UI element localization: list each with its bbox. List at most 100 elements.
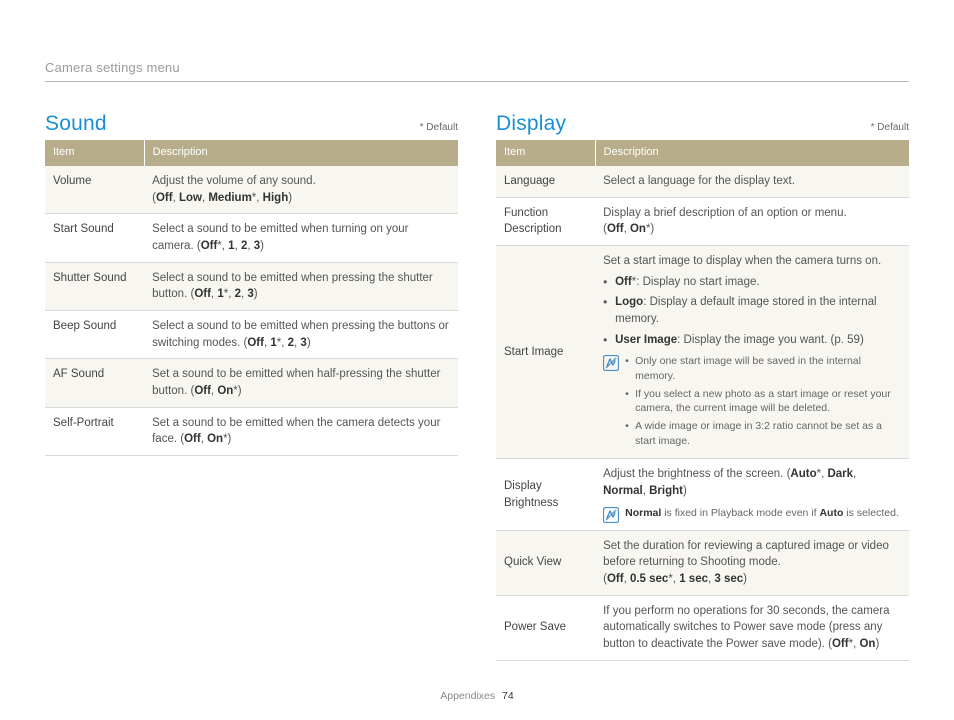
note-item: If you select a new photo as a start ima…	[625, 387, 901, 416]
table-row: Shutter Sound Select a sound to be emitt…	[45, 262, 458, 310]
opt: Dark	[827, 468, 853, 480]
page-number: 74	[502, 690, 514, 702]
opt-text: *: Display no start image.	[632, 276, 760, 288]
opt: Off	[247, 337, 264, 349]
opt: Normal	[603, 485, 643, 497]
footer-section: Appendixes	[440, 690, 495, 702]
opt: Off	[832, 638, 849, 650]
th-desc: Description	[595, 140, 909, 166]
note-content: Only one start image will be saved in th…	[625, 354, 901, 451]
desc-text: Set the duration for reviewing a capture…	[603, 540, 889, 569]
opt: 3	[254, 240, 260, 252]
note-text: is selected.	[843, 507, 898, 519]
table-row: Function Description Display a brief des…	[496, 197, 909, 245]
sound-title: Sound	[45, 112, 107, 136]
list-item: User Image: Display the image you want. …	[603, 332, 901, 349]
item-cell: Start Image	[496, 245, 595, 458]
table-row: Start Image Set a start image to display…	[496, 245, 909, 458]
desc-text: Adjust the brightness of the screen. (	[603, 468, 790, 480]
desc-text: Adjust the volume of any sound.	[152, 175, 316, 187]
item-cell: Language	[496, 166, 595, 197]
display-section: Display * Default Item Description Langu…	[496, 112, 909, 661]
opt: Low	[179, 192, 202, 204]
list-item: Logo: Display a default image stored in …	[603, 294, 901, 327]
item-cell: Quick View	[496, 530, 595, 595]
desc-cell: Select a sound to be emitted when pressi…	[144, 310, 458, 358]
opt: Off	[201, 240, 218, 252]
opt: Off	[194, 288, 211, 300]
table-row: Self-Portrait Set a sound to be emitted …	[45, 407, 458, 455]
option-list: Off*: Display no start image. Logo: Disp…	[603, 274, 901, 349]
table-row: Language Select a language for the displ…	[496, 166, 909, 197]
breadcrumb: Camera settings menu	[45, 60, 909, 82]
table-row: Beep Sound Select a sound to be emitted …	[45, 310, 458, 358]
desc-cell: Set a sound to be emitted when half-pres…	[144, 359, 458, 407]
opt: Off	[194, 385, 211, 397]
item-cell: Power Save	[496, 595, 595, 660]
item-cell: Display Brightness	[496, 459, 595, 530]
table-row: AF Sound Set a sound to be emitted when …	[45, 359, 458, 407]
opt: 2	[288, 337, 294, 349]
opt-text: : Display a default image stored in the …	[615, 296, 876, 325]
desc-cell: If you perform no operations for 30 seco…	[595, 595, 909, 660]
item-cell: Volume	[45, 166, 144, 214]
desc-text: Select a sound to be emitted when turnin…	[152, 223, 408, 252]
opt: High	[263, 192, 289, 204]
opt: On	[217, 385, 233, 397]
note-icon	[603, 507, 619, 523]
item-cell: AF Sound	[45, 359, 144, 407]
opt: 0.5 sec	[630, 573, 668, 585]
item-cell: Start Sound	[45, 214, 144, 262]
note-content: Normal is fixed in Playback mode even if…	[625, 506, 899, 521]
opt: 1	[217, 288, 223, 300]
note-bold: Normal	[625, 507, 661, 519]
opt-label: Logo	[615, 296, 643, 308]
opt-label: Off	[615, 276, 632, 288]
desc-cell: Display a brief description of an option…	[595, 197, 909, 245]
item-cell: Beep Sound	[45, 310, 144, 358]
default-note: * Default	[420, 122, 458, 133]
desc-cell: Select a sound to be emitted when turnin…	[144, 214, 458, 262]
opt: 3	[300, 337, 306, 349]
opt: On	[207, 433, 223, 445]
desc-cell: Select a language for the display text.	[595, 166, 909, 197]
display-title: Display	[496, 112, 566, 136]
opt: 2	[241, 240, 247, 252]
item-cell: Self-Portrait	[45, 407, 144, 455]
opt-label: User Image	[615, 334, 677, 346]
desc-text: Set a start image to display when the ca…	[603, 255, 881, 267]
opt: Off	[184, 433, 201, 445]
opt: 3	[247, 288, 253, 300]
opt-text: : Display the image you want. (p. 59)	[677, 334, 864, 346]
opt: 2	[235, 288, 241, 300]
desc-cell: Set the duration for reviewing a capture…	[595, 530, 909, 595]
opt: 1	[228, 240, 234, 252]
opt: On	[859, 638, 875, 650]
note-icon	[603, 355, 619, 371]
item-cell: Shutter Sound	[45, 262, 144, 310]
opt: Bright	[649, 485, 683, 497]
list-item: Off*: Display no start image.	[603, 274, 901, 291]
page-footer: Appendixes 74	[0, 690, 954, 702]
default-note: * Default	[871, 122, 909, 133]
table-row: Power Save If you perform no operations …	[496, 595, 909, 660]
note-item: A wide image or image in 3:2 ratio canno…	[625, 419, 901, 448]
desc-cell: Set a sound to be emitted when the camer…	[144, 407, 458, 455]
table-row: Start Sound Select a sound to be emitted…	[45, 214, 458, 262]
desc-cell: Set a start image to display when the ca…	[595, 245, 909, 458]
opt: Off	[607, 573, 624, 585]
desc-cell: Select a sound to be emitted when pressi…	[144, 262, 458, 310]
opt: On	[630, 223, 646, 235]
table-row: Display Brightness Adjust the brightness…	[496, 459, 909, 530]
desc-cell: Adjust the brightness of the screen. (Au…	[595, 459, 909, 530]
item-cell: Function Description	[496, 197, 595, 245]
opt: Off	[607, 223, 624, 235]
desc-text: Display a brief description of an option…	[603, 207, 847, 219]
opt: Auto	[790, 468, 816, 480]
note-box: Only one start image will be saved in th…	[603, 354, 901, 451]
note-item: Only one start image will be saved in th…	[625, 354, 901, 383]
desc-cell: Adjust the volume of any sound. (Off, Lo…	[144, 166, 458, 214]
content-columns: Sound * Default Item Description Volume …	[45, 112, 909, 661]
sound-section: Sound * Default Item Description Volume …	[45, 112, 458, 661]
th-item: Item	[45, 140, 144, 166]
